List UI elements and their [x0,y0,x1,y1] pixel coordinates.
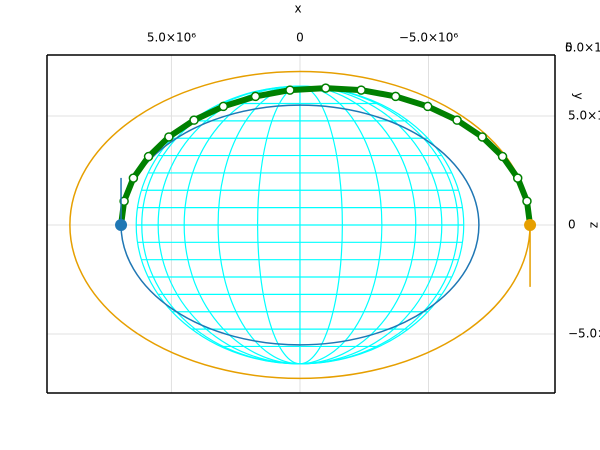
transfer-marker [285,85,295,95]
y-tick-label: 5.0×10⁶ [568,109,600,123]
transfer-marker [512,173,523,183]
transfer-marker [128,173,139,183]
transfer-marker [356,85,366,95]
transfer-line [118,85,534,226]
transfer-marker [250,91,261,102]
transfer-marker [390,91,401,102]
transfer-marker [477,132,487,142]
position-marker [524,218,537,231]
position-marker [115,218,128,231]
x-tick-label: 5.0×10⁶ [147,31,196,45]
z-tick-label: 5.0×10⁶ [565,41,600,55]
transfer-marker [497,151,508,162]
transfer-marker [164,132,174,142]
y-axis-label: y [572,92,586,99]
transfer-marker [189,115,199,125]
y-tick-label: 0 [568,217,576,231]
transfer-marker [522,196,532,206]
transfer-marker [422,101,433,112]
x-axis-label: x [294,2,301,16]
x-tick-label: −5.0×10⁶ [399,31,458,45]
transfer-marker [143,151,154,162]
z-tick-label: 0 [565,41,573,55]
transfer-marker [218,101,229,112]
z-axis-label: z [588,222,600,228]
transfer-marker [119,196,129,206]
transfer-marker [320,83,331,93]
y-tick-label: −5.0×10⁶ [568,326,600,340]
x-tick-label: 0 [296,31,304,45]
transfer-marker [452,115,462,125]
